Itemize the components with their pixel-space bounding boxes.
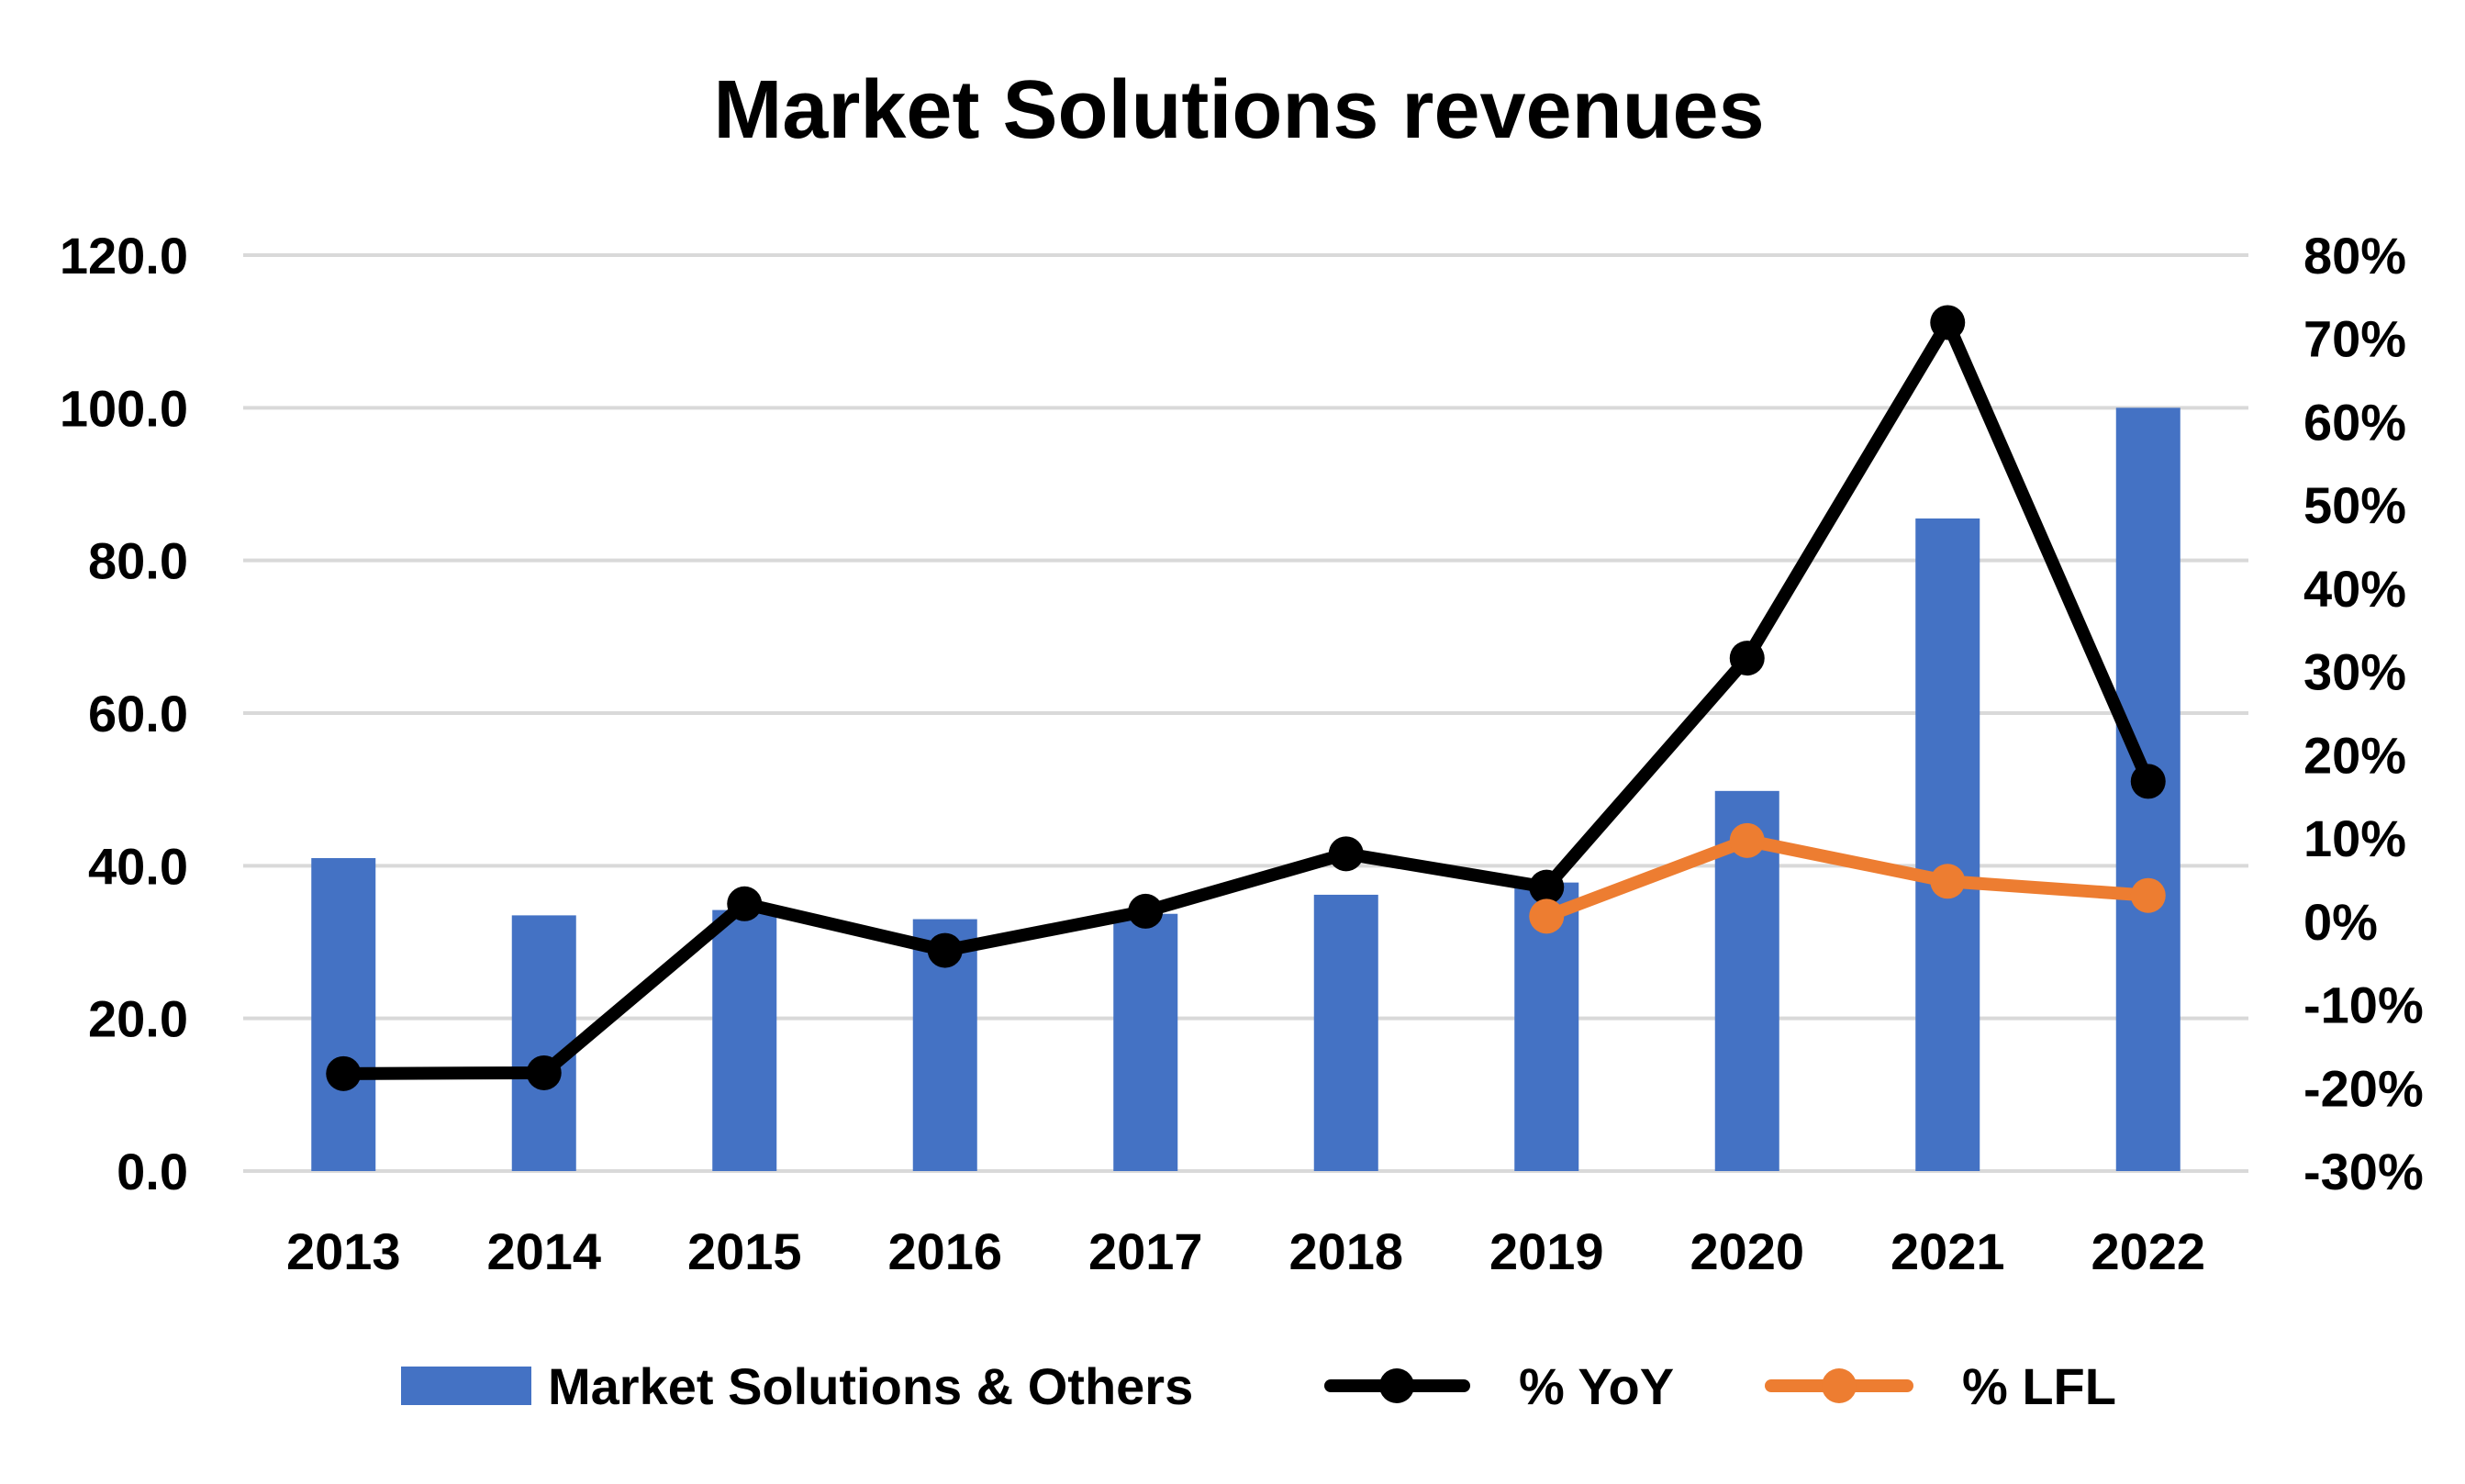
yoy-point	[727, 886, 763, 921]
x-tick-label: 2013	[286, 1222, 401, 1280]
right-tick-label: 40%	[2303, 560, 2406, 618]
right-tick-label: -30%	[2303, 1143, 2424, 1200]
bar	[712, 909, 777, 1171]
legend-swatch-bars	[401, 1367, 531, 1405]
lfl-point	[2130, 877, 2166, 913]
right-tick-label: -20%	[2303, 1059, 2424, 1117]
x-tick-label: 2016	[887, 1222, 1002, 1280]
right-tick-label: 70%	[2303, 310, 2406, 368]
bar	[1113, 913, 1178, 1171]
x-tick-label: 2018	[1288, 1222, 1403, 1280]
x-tick-label: 2014	[486, 1222, 601, 1280]
legend-label: % YoY	[1519, 1357, 1674, 1415]
left-tick-label: 40.0	[88, 837, 188, 895]
gridlines	[243, 253, 2248, 1173]
yoy-point	[1930, 305, 1966, 340]
x-tick-label: 2017	[1088, 1222, 1203, 1280]
x-tick-label: 2015	[687, 1222, 802, 1280]
bar-series	[311, 407, 2181, 1171]
bar	[1915, 518, 1980, 1171]
yoy-point	[526, 1054, 562, 1090]
right-tick-label: 80%	[2303, 227, 2406, 285]
lfl-point	[1529, 898, 1565, 934]
yoy-point	[1128, 893, 1164, 929]
left-tick-label: 120.0	[60, 227, 188, 285]
yoy-point	[2130, 764, 2166, 799]
right-tick-label: 10%	[2303, 809, 2406, 867]
lfl-point	[1930, 864, 1966, 899]
right-tick-label: 30%	[2303, 643, 2406, 701]
x-tick-label: 2021	[1891, 1222, 2005, 1280]
legend-label: % LFL	[1962, 1357, 2116, 1415]
line-series	[326, 305, 2166, 1091]
lfl-line	[1540, 833, 2155, 923]
yoy-point	[927, 932, 963, 968]
yoy-point	[1529, 869, 1565, 905]
x-tick-label: 2020	[1690, 1222, 1804, 1280]
left-tick-label: 0.0	[117, 1143, 188, 1200]
bar	[311, 858, 376, 1171]
left-axis-tick-labels: 0.0 20.0 40.0 60.0 80.0 100.0 120.0	[60, 227, 188, 1200]
yoy-point	[1328, 836, 1364, 872]
left-tick-label: 80.0	[88, 532, 188, 590]
right-tick-label: -10%	[2303, 976, 2424, 1034]
x-tick-label: 2019	[1489, 1222, 1604, 1280]
x-axis-tick-labels: 2013 2014 2015 2016 2017 2018 2019 2020 2021 2022	[286, 1222, 2205, 1280]
lfl-point	[1729, 822, 1765, 858]
legend-marker-yoy	[1379, 1368, 1414, 1403]
right-tick-label: 20%	[2303, 726, 2406, 784]
bar	[511, 915, 576, 1171]
left-tick-label: 100.0	[60, 379, 188, 437]
left-tick-label: 60.0	[88, 685, 188, 742]
right-tick-label: 0%	[2303, 893, 2378, 951]
yoy-point	[326, 1055, 362, 1091]
left-tick-label: 20.0	[88, 990, 188, 1048]
yoy-point	[1729, 641, 1765, 676]
yoy-line	[337, 316, 2155, 1080]
bar	[1313, 894, 1378, 1171]
x-tick-label: 2022	[2091, 1222, 2205, 1280]
right-tick-label: 50%	[2303, 476, 2406, 534]
chart-title: Market Solutions revenues	[713, 64, 1764, 156]
legend: Market Solutions & Others % YoY % LFL	[401, 1357, 2116, 1415]
legend-label: Market Solutions & Others	[548, 1357, 1193, 1415]
right-tick-label: 60%	[2303, 393, 2406, 451]
right-axis-tick-labels: -30% -20% -10% 0% 10% 20% 30% 40% 50% 60% 70% 80%	[2303, 227, 2424, 1200]
legend-marker-lfl	[1822, 1368, 1857, 1403]
